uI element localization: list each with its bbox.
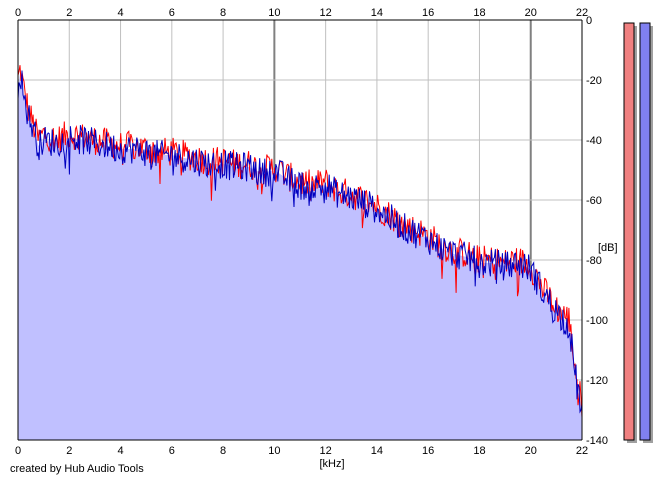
- series-line-right: [17, 70, 583, 414]
- y-tick-label: -60: [586, 195, 602, 207]
- x-tick-label-bottom: 4: [117, 445, 123, 457]
- y-axis-label: [dB]: [598, 242, 618, 254]
- x-tick-label-top: 4: [117, 7, 123, 19]
- x-tick-label-top: 16: [422, 7, 434, 19]
- x-tick-label-bottom: 8: [220, 445, 226, 457]
- x-tick-label-bottom: 0: [15, 445, 21, 457]
- x-tick-label-bottom: 12: [320, 445, 332, 457]
- y-tick-label: -120: [586, 375, 608, 387]
- level-meter-left: [623, 22, 635, 441]
- x-tick-label-top: 14: [371, 7, 383, 19]
- level-meters: [623, 22, 653, 443]
- y-tick-label: 0: [586, 15, 592, 27]
- x-axis-label: [kHz]: [319, 458, 344, 470]
- x-tick-label-bottom: 14: [371, 445, 383, 457]
- x-tick-label-bottom: 22: [576, 445, 588, 457]
- axes: [17, 19, 583, 441]
- x-tick-labels-bottom: 0 2 4 6 8 10 12 14 16 18 20 22: [15, 445, 588, 457]
- y-tick-labels: 0 -20 -40 -60 -80 -100 -120 -140: [586, 15, 608, 447]
- x-tick-label-bottom: 20: [525, 445, 537, 457]
- spectrum-lines: [17, 65, 583, 418]
- y-tick-label: -20: [586, 75, 602, 87]
- y-tick-label: -140: [586, 435, 608, 447]
- level-meter-right: [639, 22, 651, 441]
- credit-text: created by Hub Audio Tools: [10, 463, 144, 475]
- x-tick-label-top: 20: [525, 7, 537, 19]
- x-tick-label-top: 8: [220, 7, 226, 19]
- x-tick-label-bottom: 16: [422, 445, 434, 457]
- x-tick-label-top: 22: [576, 7, 588, 19]
- x-tick-label-top: 6: [169, 7, 175, 19]
- x-tick-label-top: 12: [320, 7, 332, 19]
- y-tick-label: -100: [586, 315, 608, 327]
- x-tick-label-top: 18: [473, 7, 485, 19]
- x-tick-label-top: 10: [268, 7, 280, 19]
- y-tick-label: -40: [586, 135, 602, 147]
- x-tick-labels-top: 0 2 4 6 8 10 12 14 16 18 20 22: [15, 7, 588, 19]
- x-tick-label-bottom: 2: [66, 445, 72, 457]
- x-tick-label-bottom: 10: [268, 445, 280, 457]
- x-tick-label-top: 0: [15, 7, 21, 19]
- x-tick-label-bottom: 18: [473, 445, 485, 457]
- y-tick-label: -80: [586, 255, 602, 267]
- x-tick-label-top: 2: [66, 7, 72, 19]
- x-tick-label-bottom: 6: [169, 445, 175, 457]
